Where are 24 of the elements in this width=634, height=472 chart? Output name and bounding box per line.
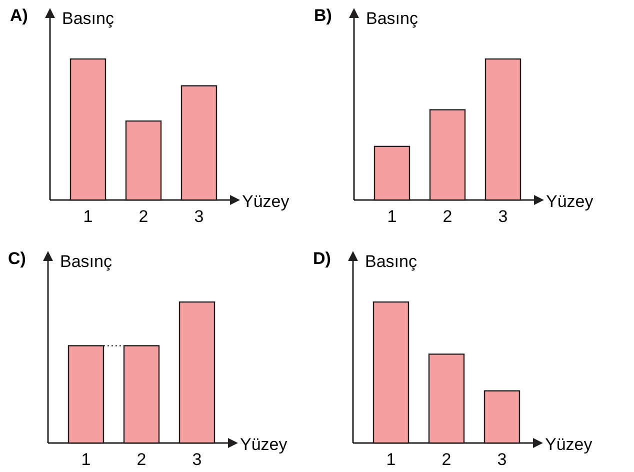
x-tick-label: 1 (386, 450, 396, 469)
chart-title: B) (314, 6, 332, 25)
y-axis-title: Basınç (365, 252, 418, 271)
x-axis-title: Yüzey (242, 192, 290, 211)
x-axis-title: Yüzey (546, 192, 594, 211)
x-tick-label: 1 (81, 450, 91, 469)
x-tick-label: 2 (138, 207, 148, 226)
x-tick-label: 1 (387, 207, 397, 226)
y-axis-title: Basınç (60, 252, 112, 271)
x-tick-label: 3 (192, 450, 202, 469)
x-axis-title: Yüzey (240, 435, 288, 454)
chart-title: C) (8, 249, 26, 268)
x-tick-label: 3 (498, 207, 508, 226)
chart-title: D) (313, 249, 331, 268)
x-tick-label: 2 (442, 207, 452, 226)
x-axis-title: Yüzey (545, 435, 593, 454)
chart-title: A) (10, 6, 28, 25)
x-tick-label: 3 (497, 450, 507, 469)
x-tick-label: 2 (136, 450, 146, 469)
y-axis-title: Basınç (366, 9, 418, 28)
x-tick-label: 2 (442, 450, 452, 469)
y-axis-title: Basınç (62, 9, 114, 28)
x-tick-label: 3 (194, 207, 204, 226)
x-tick-label: 1 (83, 207, 93, 226)
